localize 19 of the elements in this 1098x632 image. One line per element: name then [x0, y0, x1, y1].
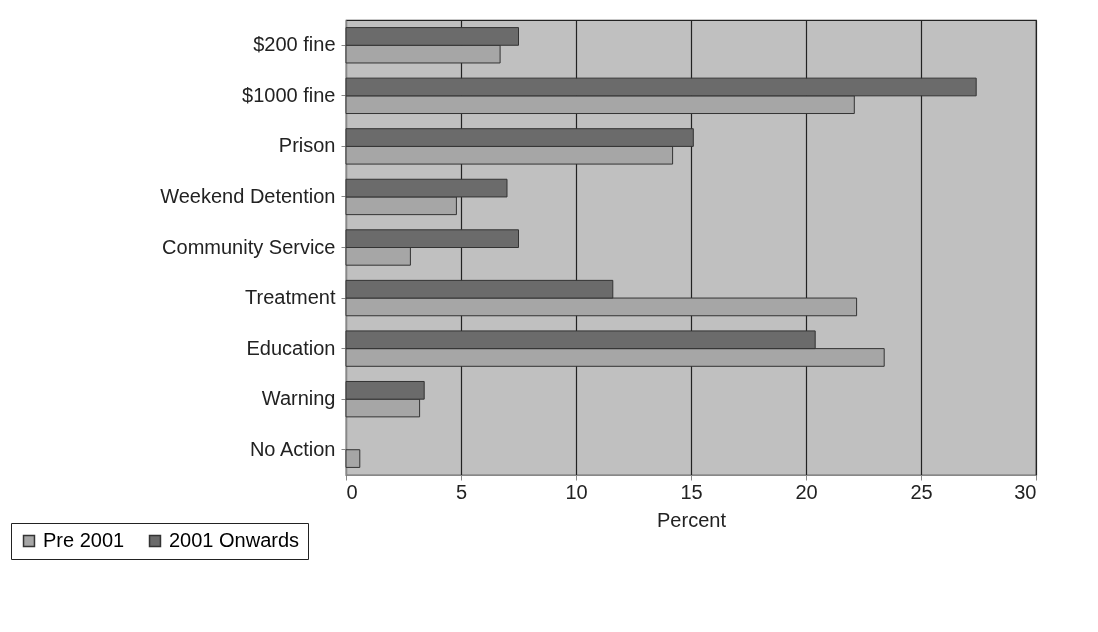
y-tick-label: $200 fine — [253, 33, 336, 56]
y-tick-label: Community Service — [162, 235, 336, 258]
y-tick-label: $1000 fine — [242, 83, 336, 106]
x-tick-label: 10 — [565, 480, 588, 503]
y-tick-label: No Action — [249, 437, 336, 460]
x-tick-label: 25 — [910, 480, 933, 503]
x-tick-label: 20 — [795, 480, 818, 503]
y-tick-label: Weekend Detention — [160, 184, 336, 207]
x-tick-label: 15 — [680, 480, 703, 503]
y-tick-label: Prison — [278, 134, 336, 157]
x-tick-label: 30 — [1014, 480, 1037, 503]
legend-label: 2001 Onwards — [169, 529, 300, 551]
x-tick-label: 0 — [346, 480, 358, 503]
x-tick-label: 5 — [455, 480, 468, 503]
y-tick-label: Education — [246, 336, 336, 359]
legend-label: Pre 2001 — [43, 529, 125, 551]
x-axis-title: Percent — [657, 508, 727, 531]
y-tick-label: Treatment — [245, 286, 336, 309]
y-tick-label: Warning — [261, 387, 336, 410]
